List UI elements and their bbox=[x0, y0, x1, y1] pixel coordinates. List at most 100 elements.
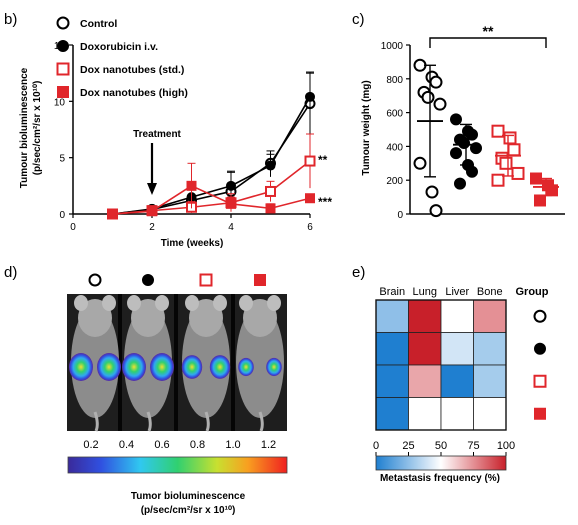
weight-point-2 bbox=[499, 156, 513, 170]
heatmap-col-label: Bone bbox=[477, 286, 503, 298]
imaging-cbar-label-2: (p/sec/cm²/sr x 10¹⁰) bbox=[141, 505, 236, 516]
mouse-ear bbox=[127, 295, 141, 311]
imaging-group-marker bbox=[254, 274, 266, 286]
weight-point-1 bbox=[454, 177, 466, 190]
legend-label: Control bbox=[80, 18, 117, 30]
imaging-cbar-label-1: Tumor bioluminescence bbox=[131, 491, 246, 502]
legend: Control Doxorubicin i.v. Dox nanotubes (st… bbox=[56, 16, 188, 99]
tumor-signal bbox=[238, 357, 254, 377]
imaging-cbar-tick-label: 0.8 bbox=[190, 439, 205, 451]
tumor-signal bbox=[150, 353, 174, 381]
imaging-panel: 0.2 0.4 0.6 0.8 1.0 1.2 bbox=[67, 273, 288, 474]
heatmap-cell bbox=[375, 299, 409, 333]
data-point-3 bbox=[147, 206, 157, 217]
data-point-3 bbox=[226, 198, 236, 209]
tumor-signal bbox=[122, 353, 146, 381]
growth-x-tick-label: 6 bbox=[307, 222, 313, 233]
panel-label-c: c) bbox=[352, 11, 365, 28]
heatmap-row-marker bbox=[534, 407, 546, 420]
tumor-signal bbox=[181, 355, 203, 379]
heatmap-cbar-tick-label: 50 bbox=[435, 440, 447, 452]
mouse-ear bbox=[213, 295, 227, 311]
heatmap-cell bbox=[408, 332, 442, 366]
mouse-tail bbox=[93, 411, 99, 432]
weight-y-tick-label: 0 bbox=[397, 210, 403, 221]
growth-x-tick-label: 0 bbox=[70, 222, 76, 233]
data-point-1 bbox=[265, 160, 276, 171]
imaging-separator bbox=[174, 294, 178, 431]
heatmap-cell bbox=[408, 364, 442, 398]
weight-point-1 bbox=[450, 113, 462, 126]
imaging-cbar-tick-label: 0.6 bbox=[154, 439, 169, 451]
mouse-ear bbox=[74, 295, 88, 311]
weight-point-0 bbox=[425, 185, 439, 199]
weight-point-2 bbox=[491, 124, 505, 138]
treatment-arrow-head bbox=[147, 183, 157, 195]
heatmap-col-label: Lung bbox=[413, 286, 437, 298]
mouse-body bbox=[182, 306, 230, 418]
legend-label: Dox nanotubes (high) bbox=[80, 87, 188, 99]
significance-bracket bbox=[429, 37, 547, 48]
tumor-signal bbox=[97, 353, 121, 381]
legend-label: Doxorubicin i.v. bbox=[80, 41, 158, 53]
weight-point-0 bbox=[413, 58, 427, 72]
series-line-3 bbox=[112, 184, 311, 215]
heatmap-col-label: Brain bbox=[379, 286, 405, 298]
heatmap-cell bbox=[408, 299, 442, 333]
growth-sig-std: ** bbox=[318, 153, 328, 167]
legend-marker bbox=[56, 62, 70, 76]
weight-point-0 bbox=[433, 97, 447, 111]
growth-x-tick-label: 4 bbox=[228, 222, 234, 233]
heatmap-row-marker bbox=[534, 342, 546, 355]
legend-marker bbox=[56, 16, 70, 30]
mouse-ear bbox=[102, 295, 116, 311]
data-point-3 bbox=[305, 193, 315, 204]
series-line-1 bbox=[112, 96, 311, 215]
weight-point-2 bbox=[491, 173, 505, 187]
heatmap-colorbar bbox=[375, 455, 507, 471]
heatmap-cell bbox=[440, 299, 474, 333]
mouse-body bbox=[236, 306, 284, 418]
weight-ylabel: Tumour weight (mg) bbox=[361, 80, 372, 175]
imaging-colorbar bbox=[67, 456, 288, 474]
imaging-group-marker bbox=[88, 273, 102, 287]
heatmap-col-label: Liver bbox=[445, 286, 469, 298]
mouse-head bbox=[131, 299, 165, 337]
heatmap-cell bbox=[440, 332, 474, 366]
treatment-annotation: Treatment bbox=[133, 129, 181, 140]
legend-label: Dox nanotubes (std.) bbox=[80, 64, 184, 76]
tumor-signal bbox=[69, 353, 93, 381]
imaging-cbar-tick-label: 1.2 bbox=[261, 439, 276, 451]
tumor-signal bbox=[209, 355, 231, 379]
metastasis-heatmap: Brain Lung Liver Bone 0 25 50 75 100 bbox=[373, 286, 547, 471]
weight-point-0 bbox=[413, 156, 427, 170]
growth-y-tick-label: 5 bbox=[59, 154, 65, 165]
imaging-cbar-tick-label: 0.2 bbox=[83, 439, 98, 451]
weight-y-tick-label: 1000 bbox=[381, 41, 404, 52]
mouse-body bbox=[71, 306, 119, 418]
weight-point-1 bbox=[450, 147, 462, 160]
weight-point-3 bbox=[530, 172, 542, 185]
weight-point-1 bbox=[458, 137, 470, 150]
mouse-head bbox=[189, 299, 223, 337]
data-point-3 bbox=[107, 209, 118, 219]
mouse-ear bbox=[239, 295, 253, 311]
mouse-ear bbox=[155, 295, 169, 311]
weight-point-2 bbox=[503, 131, 517, 145]
heatmap-cell bbox=[375, 332, 409, 366]
imaging-separator bbox=[231, 294, 235, 431]
heatmap-cell bbox=[408, 397, 442, 431]
mouse-tail bbox=[204, 411, 210, 432]
heatmap-cell bbox=[473, 397, 507, 431]
weight-y-tick-label: 200 bbox=[386, 176, 403, 187]
weight-point-3 bbox=[534, 194, 546, 207]
heatmap-cell bbox=[473, 299, 507, 333]
legend-marker bbox=[57, 86, 69, 98]
panel-label-e: e) bbox=[352, 264, 365, 281]
weight-chart: 0 200 400 600 800 1000 bbox=[381, 37, 565, 221]
mouse-body bbox=[124, 306, 172, 418]
weight-point-1 bbox=[466, 165, 478, 178]
data-point-1 bbox=[226, 180, 236, 191]
heatmap-cbar-label: Metastasis frequency (%) bbox=[380, 473, 500, 484]
data-point-3 bbox=[186, 180, 197, 191]
